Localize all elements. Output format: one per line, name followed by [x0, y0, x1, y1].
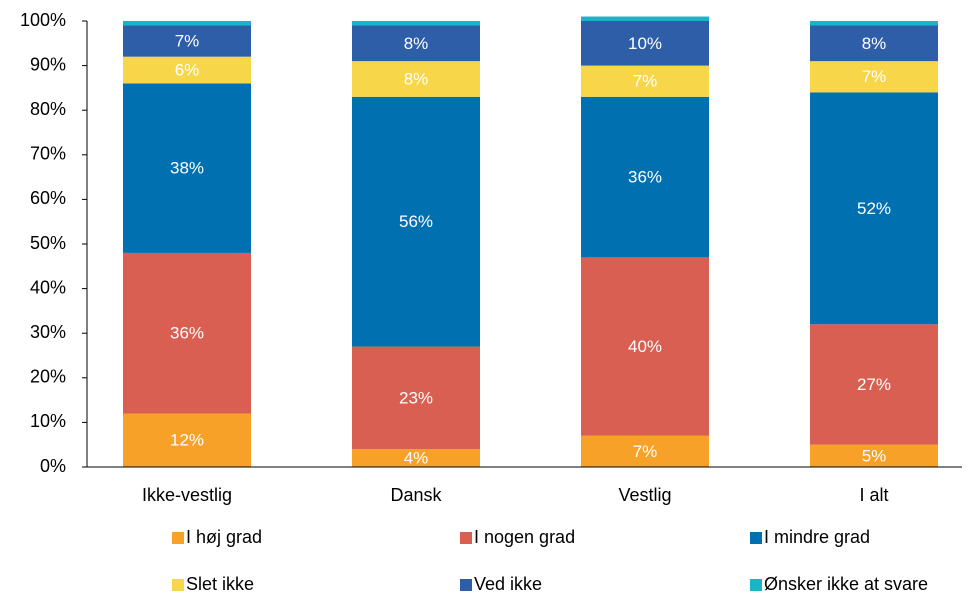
x-tick-label: Ikke-vestlig — [142, 485, 232, 505]
bar-segment — [352, 21, 480, 26]
y-tick-label: 0% — [40, 456, 66, 476]
bar-segment — [810, 324, 938, 445]
data-label: 4% — [404, 449, 429, 468]
legend-label: I høj grad — [186, 527, 262, 547]
bar-segment — [581, 16, 709, 21]
y-tick-label: 80% — [30, 99, 66, 119]
y-tick-label: 40% — [30, 277, 66, 297]
data-label: 5% — [862, 446, 887, 465]
bar-segment — [123, 21, 251, 26]
data-label: 8% — [862, 34, 887, 53]
legend-swatch — [750, 532, 762, 544]
y-tick-label: 100% — [20, 10, 66, 30]
bar-segment — [581, 96, 709, 258]
data-label: 36% — [628, 168, 662, 187]
data-label: 7% — [862, 67, 887, 86]
data-label: 7% — [633, 442, 658, 461]
y-tick-label: 10% — [30, 411, 66, 431]
y-tick-label: 30% — [30, 322, 66, 342]
x-tick-label: I alt — [859, 485, 888, 505]
bar-segment — [581, 65, 709, 97]
data-label: 7% — [175, 32, 200, 51]
data-label: 56% — [399, 212, 433, 231]
y-tick-label: 20% — [30, 367, 66, 387]
legend-swatch — [460, 579, 472, 591]
x-tick-label: Vestlig — [618, 485, 671, 505]
bar-segment — [810, 92, 938, 325]
data-label: 8% — [404, 34, 429, 53]
data-label: 38% — [170, 159, 204, 178]
legend-label: Slet ikke — [186, 574, 254, 594]
bar-segment — [352, 346, 480, 450]
y-tick-label: 70% — [30, 144, 66, 164]
legend-label: Ved ikke — [474, 574, 542, 594]
bar-segment — [352, 96, 480, 347]
bar-segment — [810, 444, 938, 467]
bar-segment — [810, 61, 938, 93]
data-label: 36% — [170, 324, 204, 343]
legend-label: I nogen grad — [474, 527, 575, 547]
data-label: 27% — [857, 375, 891, 394]
x-tick-label: Dansk — [390, 485, 442, 505]
bar-segment — [810, 21, 938, 26]
data-label: 23% — [399, 388, 433, 407]
data-label: 6% — [175, 61, 200, 80]
y-tick-label: 50% — [30, 233, 66, 253]
bar-segment — [810, 25, 938, 62]
bar-segment — [123, 252, 251, 414]
bar-segment — [352, 25, 480, 62]
bar-segment — [123, 56, 251, 84]
data-label: 40% — [628, 337, 662, 356]
bar-segment — [581, 435, 709, 467]
legend-swatch — [750, 579, 762, 591]
bar-segment — [123, 25, 251, 57]
data-label: 52% — [857, 199, 891, 218]
data-label: 12% — [170, 431, 204, 450]
data-label: 10% — [628, 34, 662, 53]
data-label: 7% — [633, 72, 658, 91]
legend-label: Ønsker ikke at svare — [764, 574, 928, 594]
bar-segment — [352, 61, 480, 97]
legend-swatch — [172, 532, 184, 544]
bar-segment — [581, 21, 709, 66]
y-tick-label: 90% — [30, 54, 66, 74]
bar-segment — [123, 413, 251, 467]
bar-segment — [123, 83, 251, 253]
y-tick-label: 60% — [30, 188, 66, 208]
legend-swatch — [460, 532, 472, 544]
legend-swatch — [172, 579, 184, 591]
legend-label: I mindre grad — [764, 527, 870, 547]
data-label: 8% — [404, 69, 429, 88]
bar-segment — [352, 449, 480, 467]
bar-segment — [581, 257, 709, 436]
